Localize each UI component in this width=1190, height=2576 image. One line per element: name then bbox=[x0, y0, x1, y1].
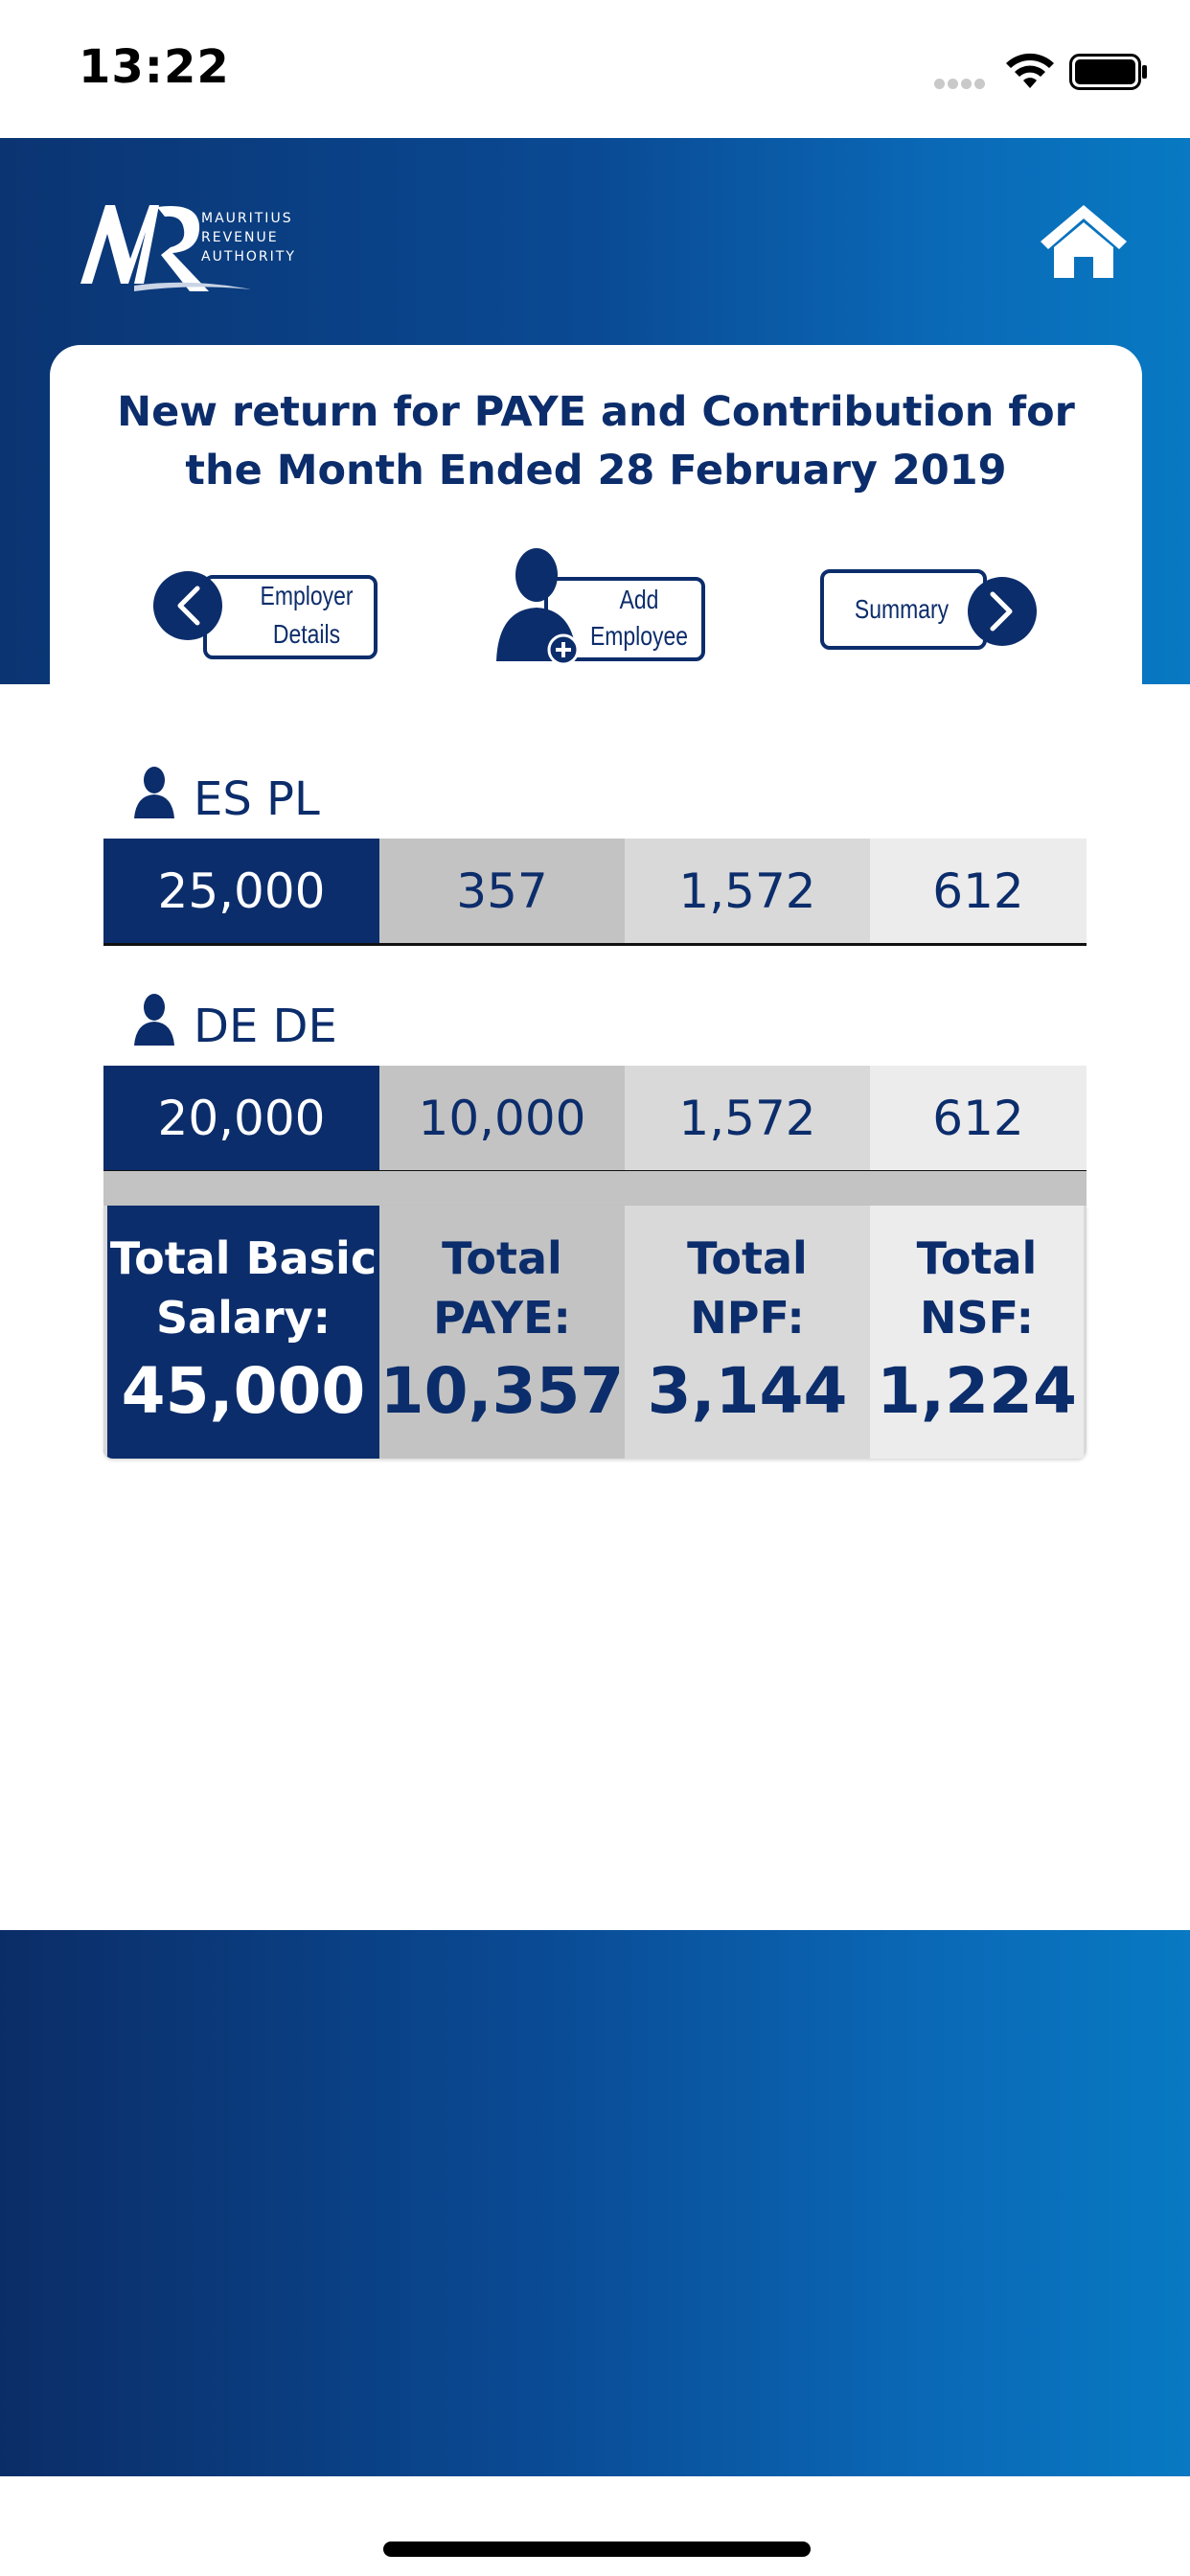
add-employee-label-2: Employee bbox=[589, 621, 689, 651]
total-paye-value: 10,357 bbox=[379, 1354, 625, 1428]
total-nsf-label-2: NSF: bbox=[920, 1292, 1034, 1344]
mra-logo: MAURITIUS REVENUE AUTHORITY bbox=[80, 205, 296, 291]
page-title-line-2: the Month Ended 28 February 2019 bbox=[185, 447, 1007, 494]
total-nsf-label-1: Total bbox=[916, 1232, 1038, 1284]
person-icon bbox=[134, 994, 174, 1046]
add-person-icon bbox=[496, 548, 580, 666]
cellular-signal-icon bbox=[934, 77, 990, 89]
page-title-line-1: New return for PAYE and Contribution for bbox=[117, 388, 1075, 436]
nsf-cell: 612 bbox=[870, 839, 1087, 943]
paye-cell: 10,000 bbox=[379, 1066, 625, 1170]
total-nsf-value: 1,224 bbox=[877, 1354, 1077, 1428]
chevron-left-icon bbox=[177, 586, 200, 626]
total-npf-label-1: Total bbox=[687, 1232, 808, 1284]
npf-cell: 1,572 bbox=[625, 1066, 870, 1170]
total-npf-value: 3,144 bbox=[647, 1354, 848, 1428]
employer-details-graphic bbox=[153, 571, 378, 659]
add-employee-label-1: Add bbox=[619, 585, 659, 614]
paye-cell: 357 bbox=[379, 839, 625, 943]
logo-text-1: MAURITIUS bbox=[201, 211, 293, 226]
home-icon bbox=[1041, 205, 1127, 278]
employee-row[interactable]: 20,000 10,000 1,572 612 bbox=[103, 1066, 1087, 1173]
add-employee-graphic bbox=[496, 548, 705, 666]
total-paye-label-2: PAYE: bbox=[433, 1292, 571, 1344]
page-title: New return for PAYE and Contribution for… bbox=[50, 383, 1142, 500]
person-icon bbox=[134, 767, 174, 818]
employee-header-1[interactable]: ES PL bbox=[103, 767, 1087, 834]
title-card: New return for PAYE and Contribution for… bbox=[50, 345, 1142, 684]
summary-graphic bbox=[820, 569, 1037, 650]
npf-cell: 1,572 bbox=[625, 839, 870, 943]
total-basic-value: 45,000 bbox=[121, 1354, 366, 1428]
employee-name: ES PL bbox=[194, 772, 320, 826]
total-paye: Total PAYE: 10,357 bbox=[379, 1206, 625, 1459]
basic-salary-cell: 25,000 bbox=[103, 839, 379, 943]
employee-header-2[interactable]: DE DE bbox=[103, 994, 1087, 1061]
summary-button[interactable]: Summary bbox=[818, 552, 1041, 671]
battery-icon bbox=[1069, 54, 1147, 90]
totals-separator bbox=[103, 1171, 1087, 1206]
add-employee-button[interactable]: Add Employee bbox=[492, 546, 713, 669]
total-npf-label-2: NPF: bbox=[690, 1292, 805, 1344]
status-time: 13:22 bbox=[79, 40, 230, 94]
wifi-icon bbox=[1006, 53, 1054, 88]
status-bar: 13:22 bbox=[0, 0, 1190, 138]
basic-salary-cell: 20,000 bbox=[103, 1066, 379, 1170]
nsf-cell: 612 bbox=[870, 1066, 1087, 1170]
employee-name: DE DE bbox=[194, 1000, 337, 1053]
total-basic-label-1: Total Basic bbox=[109, 1232, 378, 1284]
total-paye-label-1: Total bbox=[442, 1232, 562, 1284]
home-indicator[interactable] bbox=[383, 2542, 811, 2557]
total-nsf: Total NSF: 1,224 bbox=[870, 1206, 1087, 1459]
employee-row[interactable]: 25,000 357 1,572 612 bbox=[103, 839, 1087, 946]
chevron-right-icon bbox=[990, 591, 1013, 632]
total-basic-label-2: Salary: bbox=[155, 1292, 332, 1344]
footer-band bbox=[0, 1930, 1190, 2476]
logo-text-2: REVENUE bbox=[201, 230, 279, 245]
logo-text-3: AUTHORITY bbox=[201, 249, 296, 264]
employer-details-label-1: Employer bbox=[260, 581, 354, 610]
total-npf: Total NPF: 3,144 bbox=[625, 1206, 870, 1459]
home-button[interactable] bbox=[1041, 203, 1127, 280]
employer-details-label-2: Details bbox=[272, 619, 341, 649]
totals-row: Total Basic Salary: 45,000 Total PAYE: 1… bbox=[103, 1206, 1087, 1459]
total-basic-salary: Total Basic Salary: 45,000 bbox=[103, 1206, 379, 1459]
employer-details-button[interactable]: Employer Details bbox=[153, 548, 383, 667]
summary-label: Summary bbox=[854, 594, 950, 624]
